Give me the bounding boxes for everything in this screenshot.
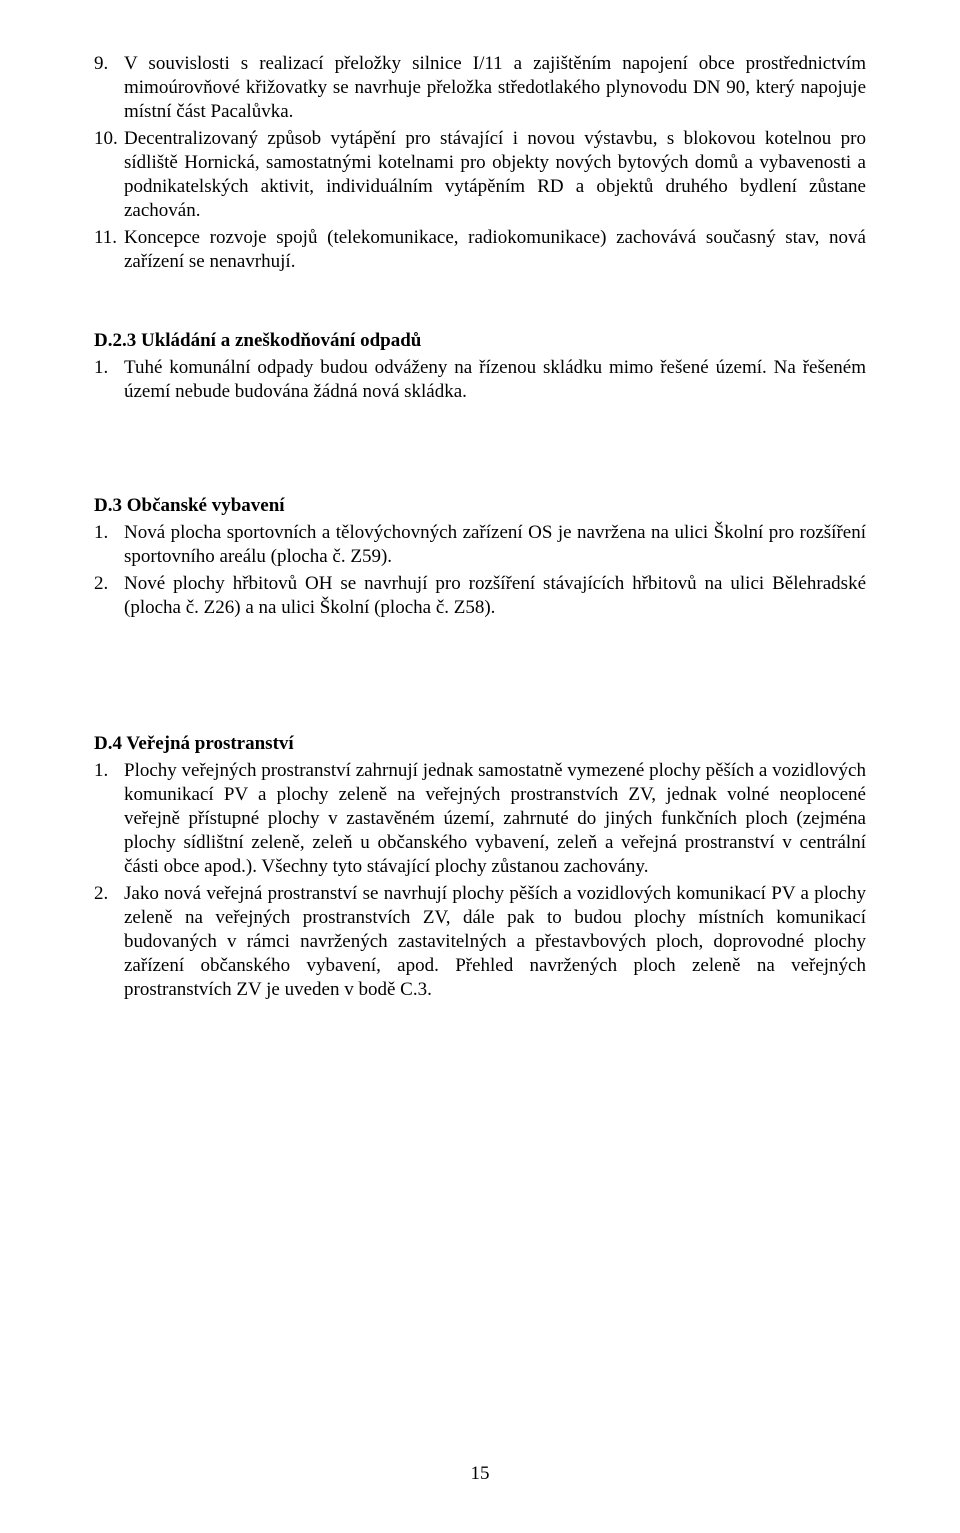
list-item-11: 11. Koncepce rozvoje spojů (telekomunika…: [94, 226, 866, 274]
list-item-9: 9. V souvislosti s realizací přeložky si…: [94, 52, 866, 124]
list-text: V souvislosti s realizací přeložky silni…: [124, 52, 866, 124]
list-text: Plochy veřejných prostranství zahrnují j…: [124, 759, 866, 879]
list-item-d4-1: 1. Plochy veřejných prostranství zahrnuj…: [94, 759, 866, 879]
list-text: Nová plocha sportovních a tělovýchovných…: [124, 521, 866, 569]
list-item-d4-2: 2. Jako nová veřejná prostranství se nav…: [94, 882, 866, 1002]
list-number: 9.: [94, 52, 124, 124]
list-item-d3-2: 2. Nové plochy hřbitovů OH se navrhují p…: [94, 572, 866, 620]
heading-d3: D.3 Občanské vybavení: [94, 495, 866, 517]
list-number: 1.: [94, 521, 124, 569]
list-text: Jako nová veřejná prostranství se navrhu…: [124, 882, 866, 1002]
list-number: 2.: [94, 882, 124, 1002]
list-number: 10.: [94, 127, 124, 223]
heading-d4: D.4 Veřejná prostranství: [94, 733, 866, 755]
heading-d23: D.2.3 Ukládání a zneškodňování odpadů: [94, 330, 866, 352]
list-item-10: 10. Decentralizovaný způsob vytápění pro…: [94, 127, 866, 223]
list-text: Koncepce rozvoje spojů (telekomunikace, …: [124, 226, 866, 274]
page-number: 15: [0, 1463, 960, 1485]
list-number: 11.: [94, 226, 124, 274]
list-number: 2.: [94, 572, 124, 620]
list-text: Tuhé komunální odpady budou odváženy na …: [124, 356, 866, 404]
list-number: 1.: [94, 759, 124, 879]
list-text: Nové plochy hřbitovů OH se navrhují pro …: [124, 572, 866, 620]
list-item-d3-1: 1. Nová plocha sportovních a tělovýchovn…: [94, 521, 866, 569]
list-item-d23-1: 1. Tuhé komunální odpady budou odváženy …: [94, 356, 866, 404]
list-text: Decentralizovaný způsob vytápění pro stá…: [124, 127, 866, 223]
list-number: 1.: [94, 356, 124, 404]
